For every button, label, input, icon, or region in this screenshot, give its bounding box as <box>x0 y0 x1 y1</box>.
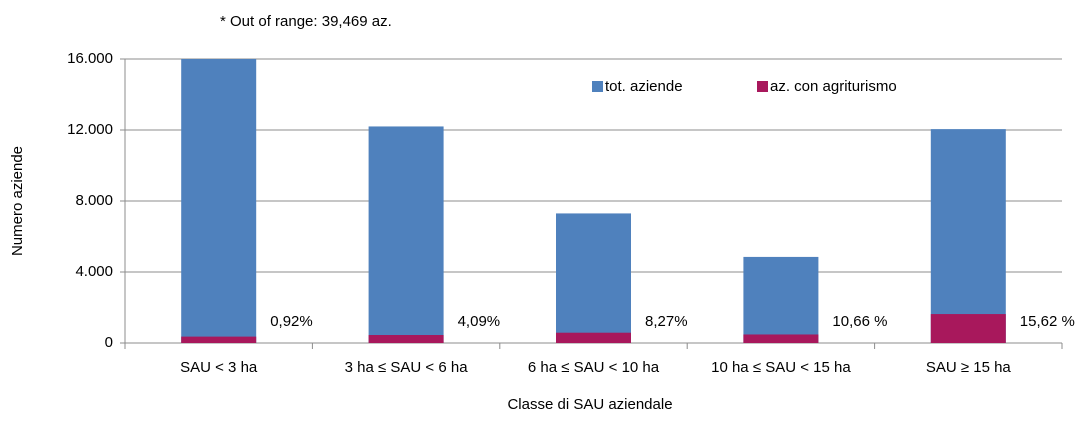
bar <box>556 213 631 343</box>
y-tick-label: 8.000 <box>75 192 113 209</box>
percent-label: 15,62 % <box>1020 313 1075 330</box>
legend-swatch <box>757 81 768 92</box>
bar <box>930 129 1006 343</box>
legend-label: tot. aziende <box>605 78 683 95</box>
y-tick-label: 4.000 <box>75 263 113 280</box>
bar <box>743 256 819 343</box>
x-axis-label: Classe di SAU aziendale <box>507 396 672 413</box>
bar <box>556 332 631 343</box>
bar <box>181 336 257 343</box>
x-tick-label: SAU < 3 ha <box>180 359 258 376</box>
y-tick-label: 16.000 <box>67 50 113 67</box>
legend-label: az. con agriturismo <box>770 78 897 95</box>
percent-label: 4,09% <box>458 313 501 330</box>
x-tick-label: 6 ha ≤ SAU < 10 ha <box>528 359 660 376</box>
percent-label: 0,92% <box>270 313 313 330</box>
legend-swatch <box>592 81 603 92</box>
x-tick-label: SAU ≥ 15 ha <box>926 359 1012 376</box>
y-tick-label: 0 <box>105 334 113 351</box>
bar <box>368 126 444 343</box>
x-tick-label: 3 ha ≤ SAU < 6 ha <box>345 359 469 376</box>
x-tick-label: 10 ha ≤ SAU < 15 ha <box>711 359 851 376</box>
bar <box>743 334 819 343</box>
bar <box>930 314 1006 343</box>
y-axis-label: Numero aziende <box>9 146 26 256</box>
bar <box>181 59 257 344</box>
bar <box>368 335 444 343</box>
y-tick-label: 12.000 <box>67 121 113 138</box>
percent-label: 10,66 % <box>832 313 887 330</box>
percent-label: 8,27% <box>645 313 688 330</box>
annotation: * Out of range: 39,469 az. <box>220 13 392 30</box>
bars <box>181 59 1006 344</box>
